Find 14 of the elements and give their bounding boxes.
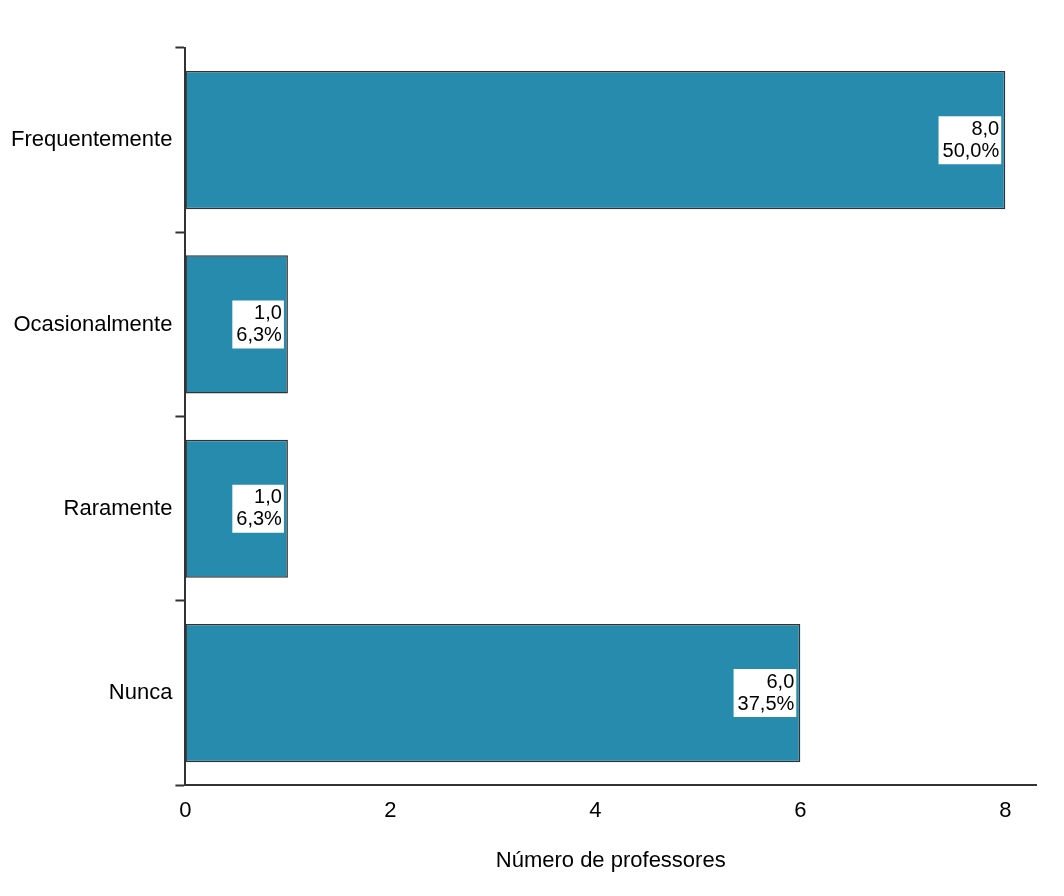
data-label: 1,0 6,3% (236, 300, 283, 345)
y-tick-label: Nunca (108, 679, 174, 705)
y-tick-label: Ocasionalmente (13, 310, 173, 336)
x-tick-label: 4 (589, 797, 602, 823)
data-label: 8,0 50,0% (942, 116, 1000, 161)
x-axis-title: Número de professores (495, 846, 726, 872)
x-tick-label: 6 (794, 797, 807, 823)
data-label: 6,0 37,5% (737, 669, 795, 714)
x-tick-label: 0 (179, 797, 192, 823)
x-tick-label: 2 (384, 797, 397, 823)
y-tick-label: Raramente (63, 494, 173, 520)
x-tick-label: 8 (999, 797, 1012, 823)
y-tick-label: Frequentemente (11, 126, 173, 152)
data-label: 1,0 6,3% (236, 485, 283, 530)
